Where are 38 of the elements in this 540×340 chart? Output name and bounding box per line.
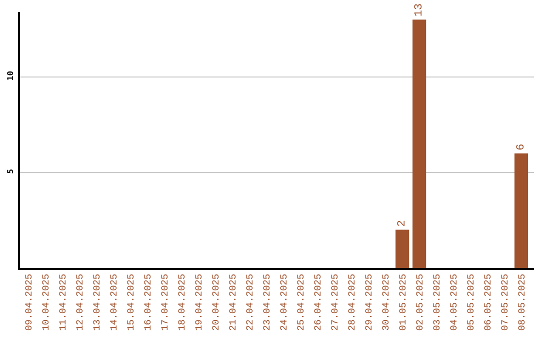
x-tick-label: 24.04.2025 bbox=[278, 274, 290, 331]
x-tick-label: 25.04.2025 bbox=[295, 274, 306, 331]
x-tick-label: 23.04.2025 bbox=[261, 274, 272, 331]
x-tick-label: 21.04.2025 bbox=[227, 274, 238, 331]
x-tick-label: 30.04.2025 bbox=[380, 274, 392, 331]
x-tick-label: 20.04.2025 bbox=[210, 274, 222, 331]
x-tick-label: 10.04.2025 bbox=[40, 274, 52, 331]
x-tick-label: 19.04.2025 bbox=[193, 274, 204, 331]
x-tick-label: 04.05.2025 bbox=[448, 274, 460, 331]
x-tick-label: 28.04.2025 bbox=[346, 274, 358, 331]
x-tick-label: 29.04.2025 bbox=[363, 274, 374, 331]
data-label: 2 bbox=[396, 220, 408, 227]
x-tick-label: 18.04.2025 bbox=[176, 274, 188, 331]
y-tick-label: 5 bbox=[6, 168, 15, 174]
x-tick-label: 08.05.2025 bbox=[516, 274, 528, 331]
x-tick-label: 14.04.2025 bbox=[108, 274, 120, 331]
x-tick-label: 11.04.2025 bbox=[58, 274, 69, 331]
x-tick-label: 15.04.2025 bbox=[126, 274, 137, 331]
x-tick-label: 01.05.2025 bbox=[397, 274, 408, 331]
data-label: 6 bbox=[515, 144, 528, 150]
x-tick-label: 05.05.2025 bbox=[465, 274, 476, 331]
bar bbox=[396, 230, 410, 268]
data-label: 13 bbox=[413, 3, 426, 17]
y-tick-label: 10 bbox=[6, 70, 15, 81]
x-tick-label: 03.05.2025 bbox=[431, 274, 442, 331]
x-tick-label: 12.04.2025 bbox=[74, 274, 86, 331]
x-tick-label: 09.04.2025 bbox=[24, 274, 35, 331]
x-tick-label: 13.04.2025 bbox=[92, 274, 103, 331]
x-tick-label: 06.05.2025 bbox=[482, 274, 494, 331]
bar bbox=[412, 20, 426, 268]
bar bbox=[514, 153, 528, 268]
x-tick-label: 27.04.2025 bbox=[329, 274, 340, 331]
x-tick-label: 07.05.2025 bbox=[499, 274, 510, 331]
x-tick-label: 22.04.2025 bbox=[244, 274, 256, 331]
x-tick-label: 17.04.2025 bbox=[160, 274, 171, 331]
x-tick-label: 26.04.2025 bbox=[312, 274, 324, 331]
x-tick-label: 02.05.2025 bbox=[414, 274, 426, 331]
x-tick-label: 16.04.2025 bbox=[142, 274, 154, 331]
